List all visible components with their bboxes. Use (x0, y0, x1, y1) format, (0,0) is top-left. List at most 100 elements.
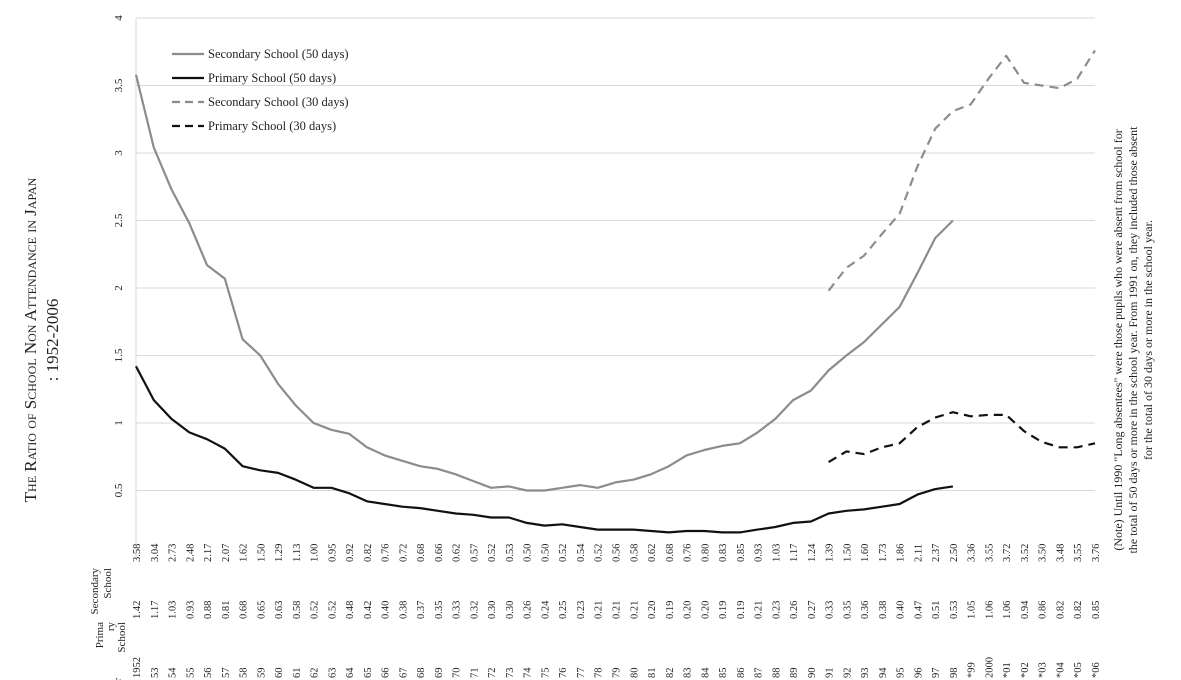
year-cell: 85 (718, 668, 729, 679)
primary-cell: 0.86 (1038, 601, 1049, 619)
row-header-year: Year (112, 678, 124, 680)
primary-cell: 0.33 (452, 601, 463, 619)
year-cell: 72 (487, 668, 498, 679)
secondary-cell: 0.68 (416, 544, 427, 562)
year-cell: 88 (771, 668, 782, 679)
series-line-3 (828, 411, 1096, 464)
y-tick-label: 3 (113, 150, 125, 156)
secondary-cell: 0.76 (381, 544, 392, 562)
year-cell: 83 (683, 668, 694, 679)
year-cell: 81 (647, 668, 658, 679)
secondary-cell: 1.39 (825, 544, 836, 562)
legend-label: Secondary School (50 days) (208, 47, 349, 61)
primary-cell: 0.88 (203, 601, 214, 619)
secondary-cell: 3.48 (1055, 544, 1066, 562)
primary-cell: 0.63 (274, 601, 285, 619)
primary-cell: 0.82 (1055, 601, 1066, 619)
year-cell: 97 (931, 668, 942, 679)
year-cell: 91 (825, 668, 836, 679)
secondary-cell: 3.36 (967, 544, 978, 562)
primary-cell: 0.68 (239, 601, 250, 619)
primary-cell: 0.25 (558, 601, 569, 619)
secondary-cell: 0.57 (469, 544, 480, 562)
year-cell: 54 (168, 667, 179, 678)
year-cell: 93 (860, 668, 871, 679)
year-cell: 53 (150, 668, 161, 679)
primary-cell: 0.47 (913, 601, 924, 619)
primary-cell: 1.42 (132, 601, 143, 619)
year-cell: 62 (310, 668, 321, 679)
secondary-cell: 1.86 (896, 544, 907, 562)
primary-cell: 0.40 (381, 601, 392, 619)
row-header-primary-3: School (116, 622, 128, 653)
secondary-cell: 2.37 (931, 544, 942, 562)
grid-lines (135, 17, 1095, 558)
secondary-cell: 1.29 (274, 544, 285, 562)
primary-cell: 0.30 (487, 601, 498, 619)
secondary-cell: 0.95 (327, 544, 338, 562)
year-cell: *04 (1055, 662, 1066, 679)
year-cell: 55 (185, 668, 196, 679)
legend-label: Primary School (30 days) (208, 119, 336, 133)
secondary-cell: 1.13 (292, 544, 303, 562)
secondary-cell: 0.50 (523, 544, 534, 562)
y-tick-label: 2 (113, 285, 125, 291)
secondary-cell: 3.72 (1002, 544, 1013, 562)
year-cell: 70 (452, 668, 463, 679)
primary-cell: 0.53 (949, 601, 960, 619)
legend: Secondary School (50 days) Primary School… (172, 47, 349, 133)
primary-cell: 0.81 (221, 601, 232, 619)
primary-cell: 1.06 (1002, 601, 1013, 619)
year-cell: 61 (292, 668, 303, 679)
secondary-cell: 0.66 (434, 544, 445, 562)
secondary-cell: 1.00 (310, 544, 321, 562)
year-cell: 96 (913, 668, 924, 679)
year-cell: 76 (558, 668, 569, 679)
secondary-cell: 1.03 (771, 544, 782, 562)
secondary-cell: 0.58 (629, 544, 640, 562)
year-cell: 60 (274, 668, 285, 679)
y-tick-label: 4 (113, 15, 125, 21)
primary-cell: 0.36 (860, 601, 871, 619)
table-row-headers: YearPrimarySchoolSecondarySchool (89, 568, 128, 680)
secondary-cell: 3.55 (1073, 544, 1084, 562)
year-cell: 1952 (132, 657, 143, 678)
secondary-cell: 0.52 (487, 544, 498, 562)
legend-label: Secondary School (30 days) (208, 95, 349, 109)
footnote-line-2: the total of 50 days or more in the scho… (1126, 126, 1140, 554)
row-header-primary-2: ry (105, 622, 117, 632)
secondary-cell: 0.56 (612, 544, 623, 562)
primary-cell: 0.20 (700, 601, 711, 619)
secondary-cell: 2.73 (168, 544, 179, 562)
secondary-cell: 1.17 (789, 544, 800, 562)
secondary-cell: 0.92 (345, 544, 356, 562)
primary-cell: 1.17 (150, 601, 161, 619)
secondary-cell: 0.54 (576, 543, 587, 562)
primary-cell: 0.82 (1073, 601, 1084, 619)
y-tick-label: 1 (113, 420, 125, 426)
year-cell: 92 (842, 668, 853, 679)
year-cell: 95 (896, 668, 907, 679)
secondary-cell: 2.48 (185, 544, 196, 562)
legend-label: Primary School (50 days) (208, 71, 336, 85)
row-header-primary-1: Prima (94, 622, 106, 648)
secondary-cell: 1.24 (807, 543, 818, 562)
primary-cell: 1.05 (967, 601, 978, 619)
secondary-cell: 0.52 (594, 544, 605, 562)
secondary-cell: 0.76 (683, 544, 694, 562)
year-cell: 71 (469, 668, 480, 679)
primary-cell: 0.19 (718, 601, 729, 619)
year-cell: 86 (736, 668, 747, 679)
series-line-0 (134, 74, 954, 492)
secondary-cell: 3.50 (1038, 544, 1049, 562)
footnote-line-3: for the total of 30 days or more in the … (1141, 220, 1155, 460)
primary-cell: 0.52 (327, 601, 338, 619)
primary-cell: 0.21 (754, 601, 765, 619)
secondary-cell: 3.55 (984, 544, 995, 562)
secondary-cell: 1.50 (842, 544, 853, 562)
primary-cell: 0.21 (594, 601, 605, 619)
chart-title: The Ratio of School Non Attendance in Ja… (21, 177, 62, 502)
row-header-secondary-2: School (102, 568, 114, 599)
primary-cell: 0.20 (683, 601, 694, 619)
